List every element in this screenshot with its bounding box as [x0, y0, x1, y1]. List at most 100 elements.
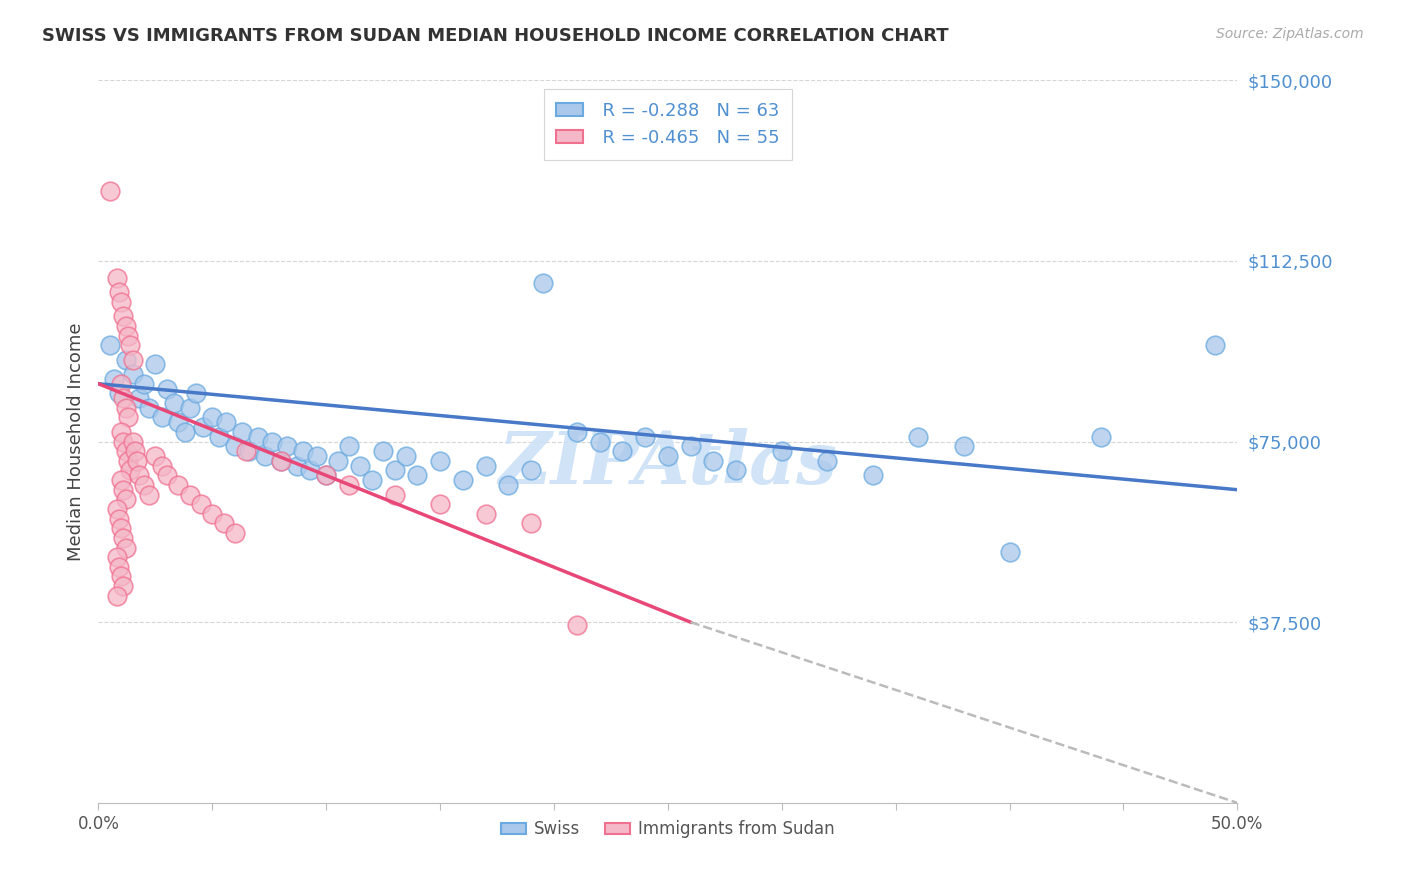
Text: SWISS VS IMMIGRANTS FROM SUDAN MEDIAN HOUSEHOLD INCOME CORRELATION CHART: SWISS VS IMMIGRANTS FROM SUDAN MEDIAN HO… [42, 27, 949, 45]
Point [114, 401, 136, 415]
Point [110, 425, 132, 439]
Point [112, 310, 135, 324]
Point [679, 439, 702, 453]
Point [520, 463, 543, 477]
Point [498, 478, 520, 492]
Point [98, 184, 121, 198]
Point [117, 454, 139, 468]
Point [105, 589, 128, 603]
Point [128, 468, 150, 483]
Point [998, 545, 1021, 559]
Point [114, 318, 136, 333]
Point [315, 468, 337, 483]
Point [276, 439, 298, 453]
Point [349, 458, 371, 473]
Point [114, 444, 136, 458]
Point [114, 492, 136, 507]
Point [474, 507, 496, 521]
Point [138, 487, 160, 501]
Point [110, 376, 132, 391]
Point [190, 497, 212, 511]
Point [565, 617, 588, 632]
Point [565, 425, 588, 439]
Point [145, 449, 167, 463]
Point [270, 454, 292, 468]
Point [124, 444, 146, 458]
Point [105, 502, 128, 516]
Point [108, 285, 131, 300]
Point [253, 449, 276, 463]
Point [612, 444, 634, 458]
Point [120, 338, 142, 352]
Point [112, 531, 135, 545]
Point [110, 569, 132, 583]
Point [770, 444, 793, 458]
Point [815, 454, 838, 468]
Point [108, 511, 131, 525]
Point [238, 444, 260, 458]
Y-axis label: Median Household Income: Median Household Income [66, 322, 84, 561]
Point [235, 444, 257, 458]
Point [451, 473, 474, 487]
Point [588, 434, 610, 449]
Point [120, 463, 142, 477]
Point [953, 439, 976, 453]
Point [1204, 338, 1226, 352]
Point [138, 401, 160, 415]
Point [179, 487, 201, 501]
Point [110, 473, 132, 487]
Point [112, 434, 135, 449]
Point [292, 444, 315, 458]
Point [315, 468, 337, 483]
Legend: Swiss, Immigrants from Sudan: Swiss, Immigrants from Sudan [494, 814, 842, 845]
Point [395, 449, 418, 463]
Point [634, 430, 657, 444]
Point [150, 410, 173, 425]
Point [132, 478, 155, 492]
Point [110, 521, 132, 535]
Point [215, 415, 238, 429]
Point [193, 420, 215, 434]
Point [112, 579, 135, 593]
Point [862, 468, 884, 483]
Point [186, 386, 208, 401]
Point [145, 358, 167, 372]
Point [156, 382, 179, 396]
Point [360, 473, 382, 487]
Point [337, 478, 360, 492]
Point [167, 415, 190, 429]
Point [429, 454, 451, 468]
Point [114, 541, 136, 555]
Point [167, 478, 190, 492]
Point [105, 270, 128, 285]
Text: Source: ZipAtlas.com: Source: ZipAtlas.com [1216, 27, 1364, 41]
Point [307, 449, 329, 463]
Point [702, 454, 724, 468]
Point [117, 328, 139, 343]
Point [121, 367, 143, 381]
Point [132, 376, 155, 391]
Point [112, 483, 135, 497]
Point [103, 372, 125, 386]
Point [121, 352, 143, 367]
Point [384, 463, 406, 477]
Point [725, 463, 748, 477]
Point [224, 439, 246, 453]
Point [657, 449, 679, 463]
Point [531, 276, 554, 290]
Point [127, 454, 149, 468]
Point [429, 497, 451, 511]
Point [114, 352, 136, 367]
Point [201, 410, 224, 425]
Point [384, 487, 406, 501]
Point [231, 425, 253, 439]
Point [208, 430, 231, 444]
Point [112, 391, 135, 405]
Point [117, 410, 139, 425]
Point [326, 454, 349, 468]
Point [150, 458, 173, 473]
Point [105, 550, 128, 565]
Point [260, 434, 283, 449]
Point [371, 444, 394, 458]
Point [299, 463, 322, 477]
